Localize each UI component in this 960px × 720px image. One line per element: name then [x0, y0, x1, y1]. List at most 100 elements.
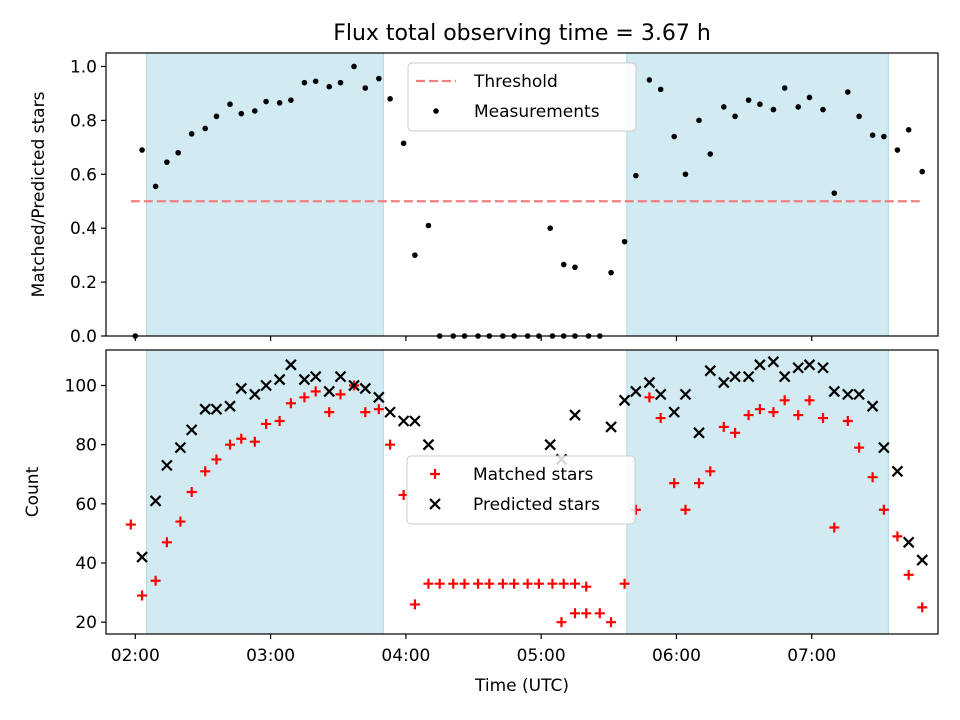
measurements-point [781, 85, 788, 91]
matched-stars-point [556, 617, 567, 628]
y-tick-label: 60 [75, 495, 97, 515]
matched-stars-point [680, 504, 691, 515]
measurements-point [351, 63, 357, 70]
measurements-point [720, 104, 727, 110]
matched-stars-point [200, 466, 211, 477]
y-tick-label: 80 [75, 436, 97, 456]
matched-stars-point [161, 537, 172, 548]
predicted-stars-point [136, 551, 148, 563]
predicted-stars-point [174, 441, 187, 454]
predicted-stars-point [323, 385, 335, 398]
measurements-point [326, 83, 333, 90]
matched-stars-point [249, 436, 260, 447]
y-tick-label: 0.8 [70, 111, 97, 131]
measurements-point [646, 77, 653, 83]
predicted-stars-point [249, 388, 261, 401]
predicted-stars-point [742, 370, 755, 383]
measurements-point [869, 132, 876, 139]
matched-stars-point [558, 578, 569, 589]
legend-label: Threshold [473, 72, 558, 92]
matched-stars-point [718, 421, 729, 432]
predicted-stars-point [778, 370, 791, 383]
matched-stars-point [484, 578, 495, 589]
matched-stars-point [274, 416, 285, 426]
matched-stars-point [285, 398, 296, 409]
measurements-point [288, 97, 294, 103]
x-tick-label: 02:00 [111, 646, 160, 666]
y-tick-label: 100 [65, 377, 97, 397]
matched-stars-point [533, 578, 544, 589]
matched-stars-point [434, 578, 445, 589]
predicted-stars-point [718, 376, 730, 389]
matched-stars-point [211, 454, 222, 465]
matched-stars-point [867, 472, 878, 483]
measurements-point [164, 159, 170, 165]
predicted-stars-point [273, 373, 286, 386]
matched-stars-point [917, 602, 928, 613]
measurements-point [732, 113, 738, 120]
x-tick-label: 03:00 [246, 646, 295, 666]
matched-stars-point [730, 427, 741, 438]
predicted-stars-point [754, 359, 766, 371]
predicted-stars-point [409, 415, 421, 427]
predicted-stars-point [373, 391, 385, 404]
measurements-point [682, 171, 689, 178]
x-tick-label: 04:00 [381, 646, 430, 666]
measurements-point [707, 151, 714, 157]
matched-stars-point [236, 433, 247, 444]
legend-label: Matched stars [473, 465, 593, 485]
matched-stars-point [581, 581, 592, 592]
matched-stars-point [373, 404, 384, 415]
predicted-stars-point [199, 403, 211, 415]
measurements-point [919, 168, 926, 175]
predicted-stars-point [224, 400, 236, 412]
legend-x-swatch [429, 498, 441, 510]
predicted-stars-point [185, 424, 198, 436]
y-tick-label: 20 [75, 613, 97, 633]
matched-stars-point [310, 386, 321, 397]
matched-stars-point [829, 522, 840, 533]
predicted-stars-point [828, 385, 841, 398]
predicted-stars-point [149, 495, 162, 507]
predicted-stars-point [348, 379, 360, 392]
measurements-point [139, 147, 145, 153]
predicted-stars-point [853, 388, 865, 401]
measurements-point [175, 149, 181, 156]
matched-stars-point [854, 442, 865, 453]
plot-frame [105, 52, 939, 337]
predicted-stars-point [668, 406, 680, 418]
measurements-point [312, 78, 319, 85]
matched-stars-point [423, 578, 434, 589]
predicted-stars-point [792, 361, 804, 374]
top-panel: 0.0 0.2 0.4 0.6 0.8 1.0 Matched/Predicted star… [29, 52, 939, 347]
predicted-stars-point [803, 359, 816, 371]
measurements-point [881, 133, 887, 140]
shaded-interval-0 [146, 52, 384, 337]
legend-label: Predicted stars [473, 495, 600, 515]
x-tick-label: 05:00 [517, 646, 566, 666]
matched-stars-point [299, 392, 310, 403]
predicted-stars-point [891, 465, 904, 478]
matched-stars-point [360, 407, 371, 418]
predicted-stars-point [161, 459, 173, 472]
measurements-point [425, 222, 432, 229]
matched-stars-point [754, 404, 765, 415]
measurements-point [621, 238, 628, 245]
measurements-point [831, 190, 838, 196]
measurements-point [770, 106, 777, 113]
predicted-stars-point [630, 385, 642, 398]
matched-stars-point [606, 617, 617, 628]
measurements-point [202, 125, 209, 132]
measurements-point [745, 97, 752, 103]
measurements-point [188, 131, 195, 137]
matched-stars-point [225, 439, 236, 450]
measurements-point [362, 85, 369, 91]
matched-stars-point [409, 599, 420, 610]
measurements-point [806, 94, 813, 101]
measurements-point [547, 225, 553, 231]
legend-label: Measurements [474, 102, 600, 122]
predicted-stars-point [605, 421, 617, 433]
measurements-point [152, 183, 159, 190]
